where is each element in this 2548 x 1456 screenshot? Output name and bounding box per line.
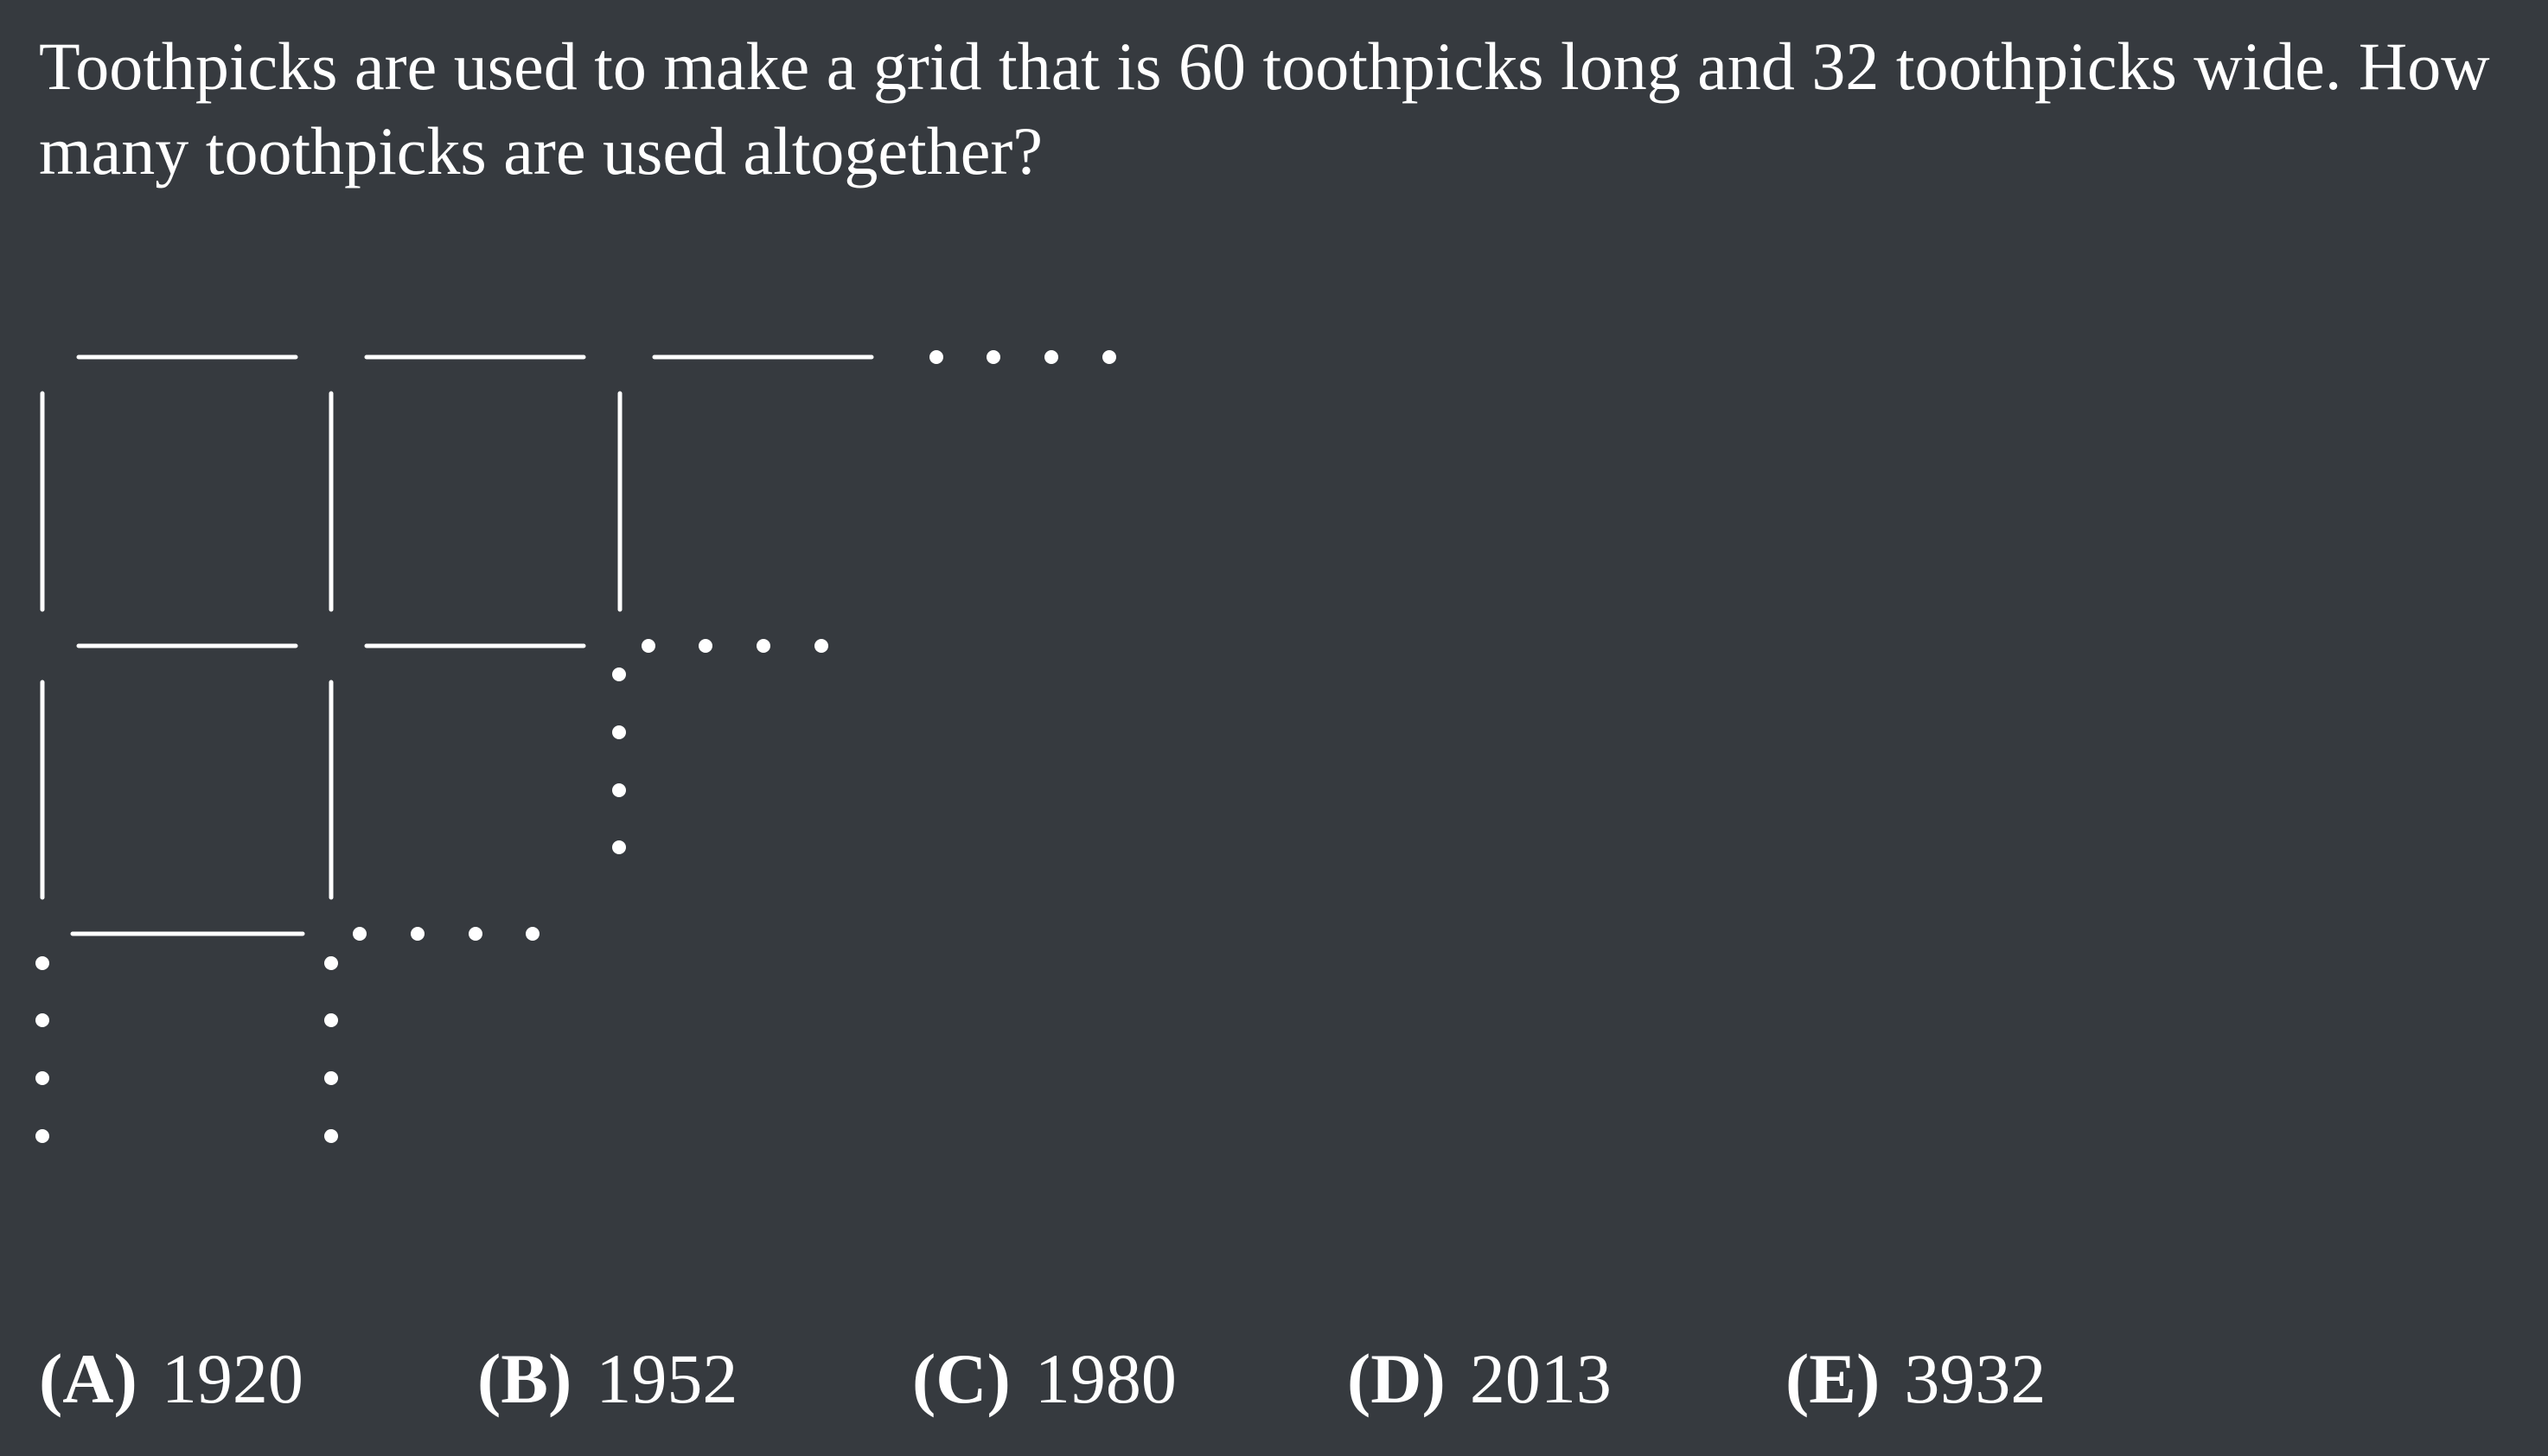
continuation-dot [612, 783, 626, 797]
choice-value: 1980 [1034, 1339, 1177, 1418]
continuation-dot [612, 725, 626, 739]
choice-letter: (E) [1785, 1339, 1881, 1418]
answer-choices: (A) 1920 (B) 1952 (C) 1980 (D) 2013 (E) 3932 [39, 1331, 2529, 1427]
continuation-dot [757, 639, 770, 653]
choice-value: 3932 [1904, 1339, 2047, 1418]
continuation-dot [411, 927, 425, 941]
continuation-dot [35, 1071, 49, 1085]
choice-value: 1952 [596, 1339, 738, 1418]
choice-e[interactable]: (E) 3932 [1785, 1331, 2046, 1427]
continuation-dot [526, 927, 540, 941]
continuation-dot [642, 639, 655, 653]
choice-value: 2013 [1469, 1339, 1612, 1418]
choice-letter: (B) [477, 1339, 572, 1418]
continuation-dot [324, 956, 338, 970]
continuation-dot [814, 639, 828, 653]
continuation-dot [612, 840, 626, 854]
choice-d[interactable]: (D) 2013 [1347, 1331, 1612, 1427]
question-text: Toothpicks are used to make a grid that … [39, 29, 2490, 188]
continuation-dot [35, 1013, 49, 1027]
continuation-dot [353, 927, 367, 941]
continuation-dot [1102, 350, 1116, 364]
continuation-dot [35, 956, 49, 970]
choice-a[interactable]: (A) 1920 [39, 1331, 303, 1427]
continuation-dot [35, 1129, 49, 1143]
continuation-dot [324, 1013, 338, 1027]
continuation-dot [699, 639, 712, 653]
choice-b[interactable]: (B) 1952 [477, 1331, 738, 1427]
continuation-dot [324, 1129, 338, 1143]
choice-letter: (D) [1347, 1339, 1446, 1418]
choice-value: 1920 [161, 1339, 303, 1418]
continuation-dot [987, 350, 1000, 364]
continuation-dot [469, 927, 482, 941]
continuation-dot [1044, 350, 1058, 364]
continuation-dot [612, 667, 626, 681]
choice-c[interactable]: (C) 1980 [912, 1331, 1177, 1427]
choice-letter: (A) [39, 1339, 137, 1418]
continuation-dot [929, 350, 943, 364]
choice-letter: (C) [912, 1339, 1011, 1418]
continuation-dot [324, 1071, 338, 1085]
